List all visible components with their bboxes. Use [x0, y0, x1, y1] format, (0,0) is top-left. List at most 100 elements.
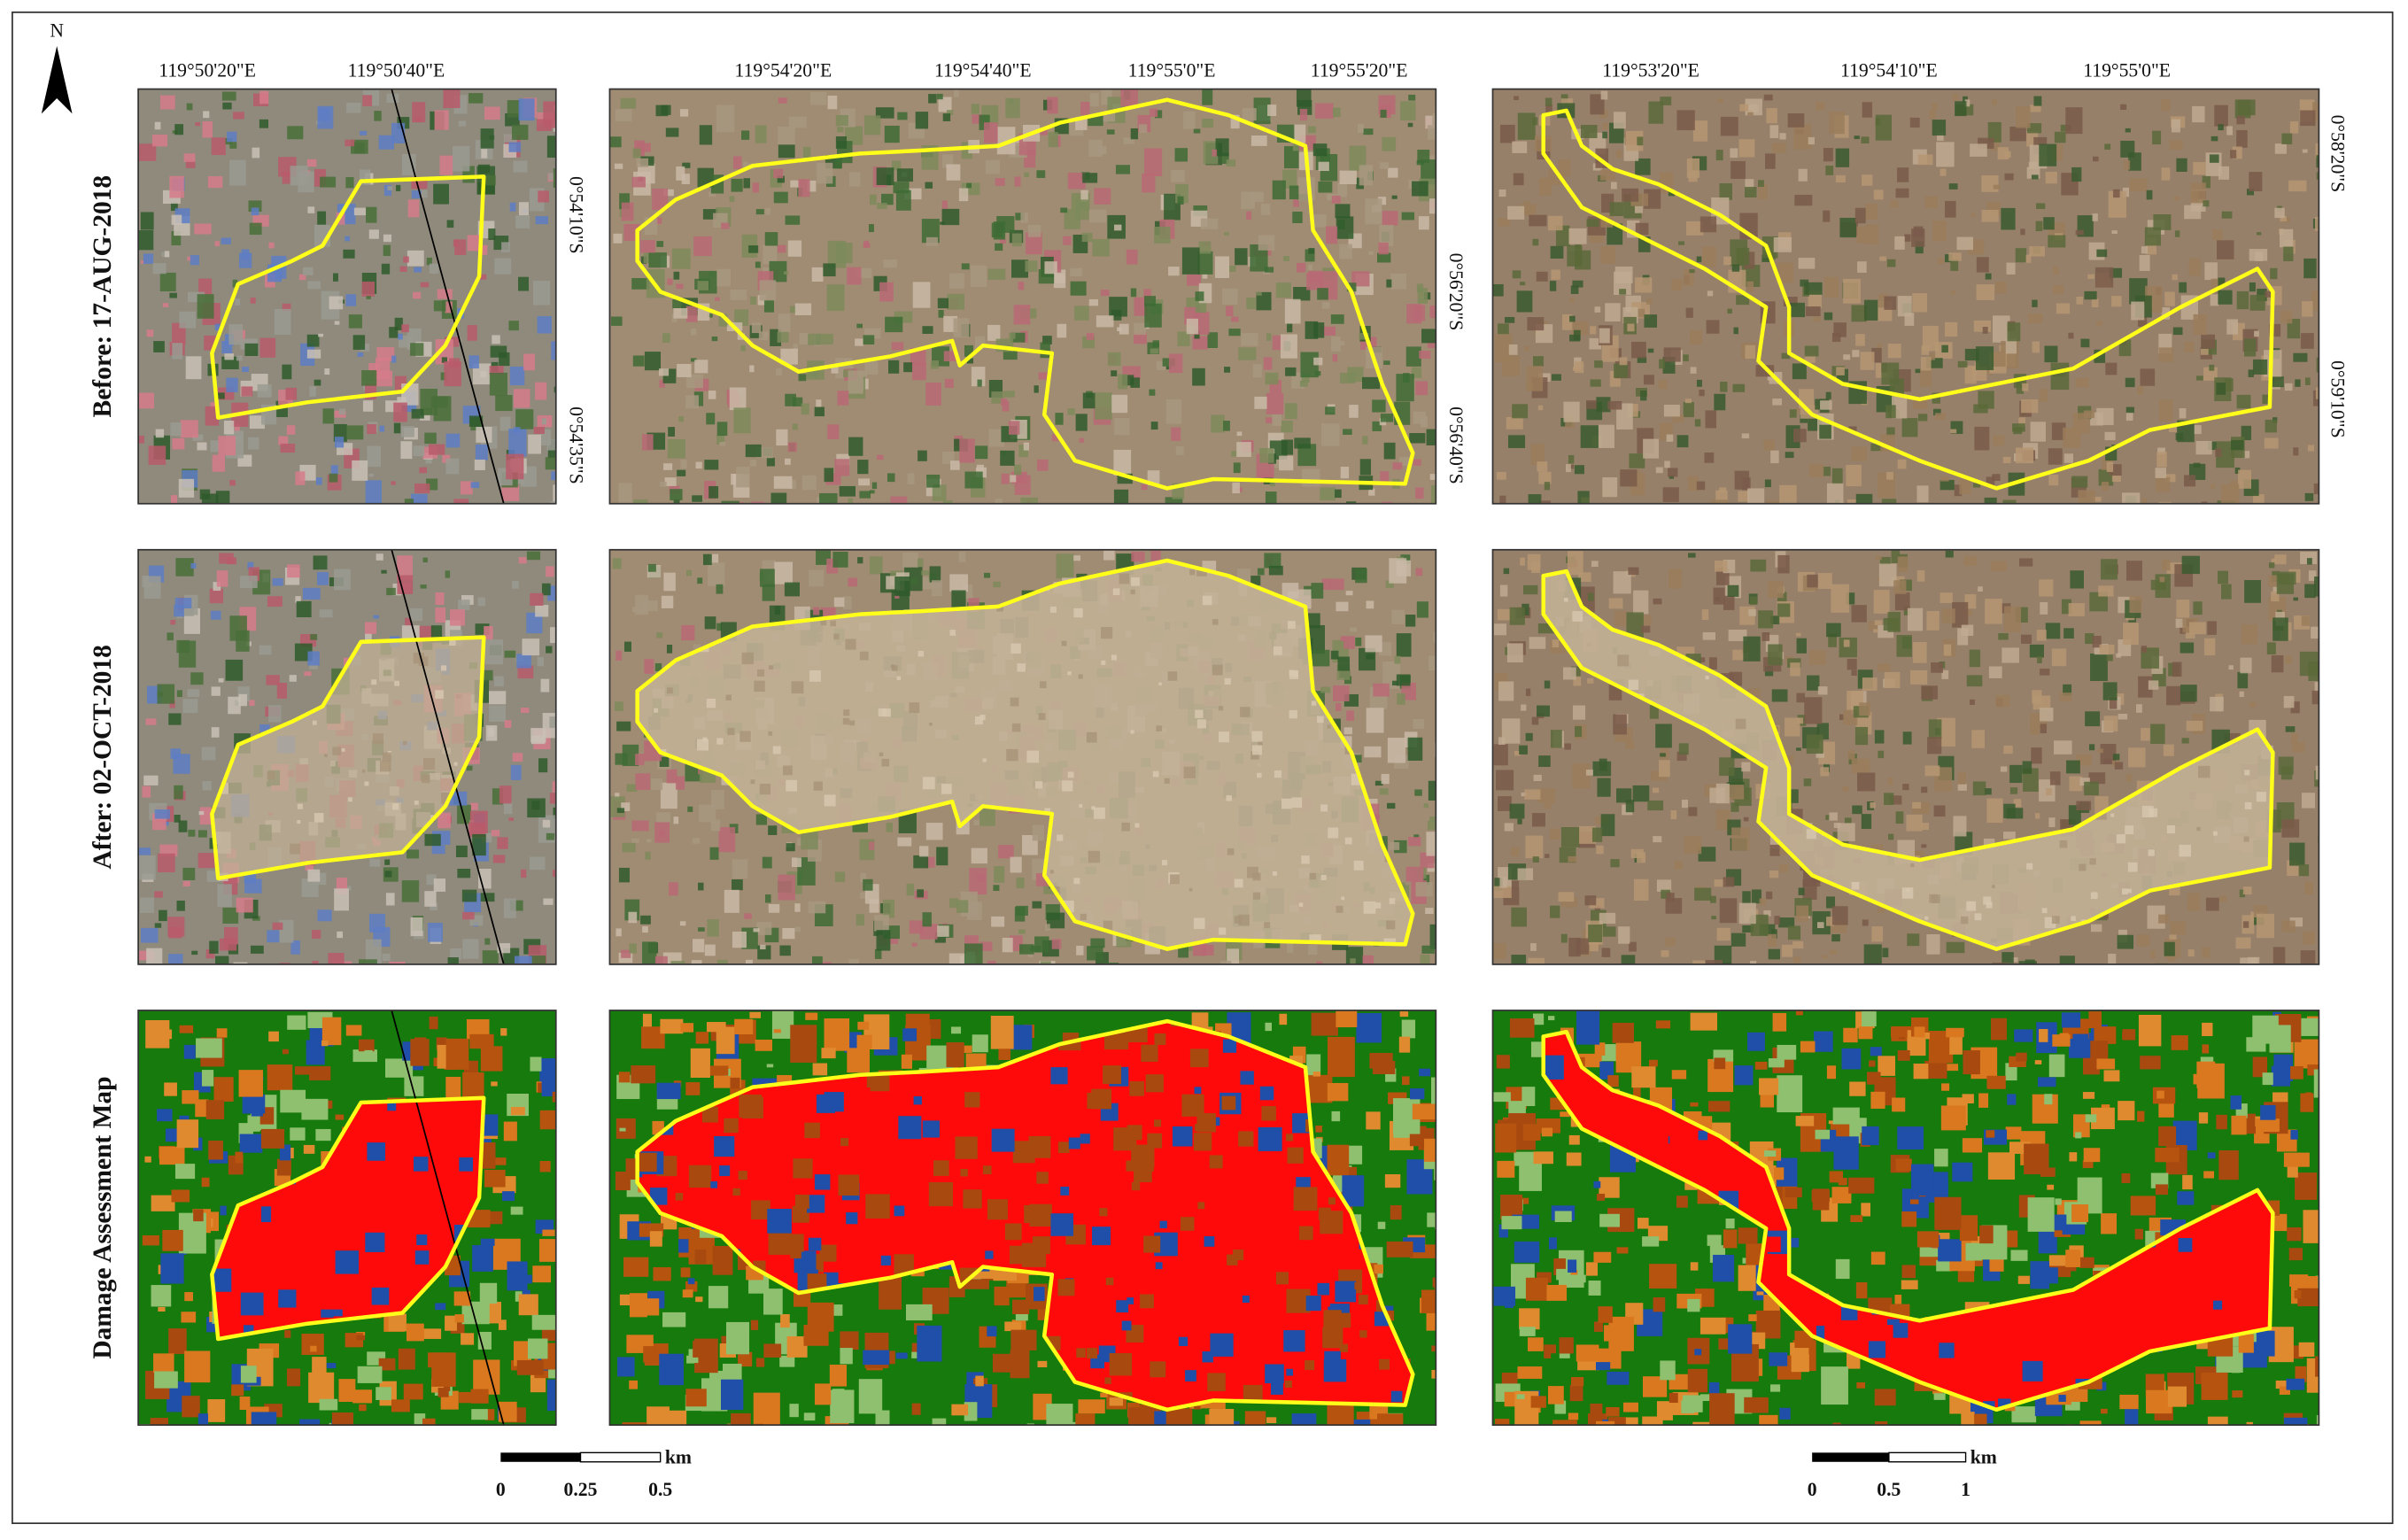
class-cell: [681, 1267, 691, 1277]
class-cell: [208, 1141, 223, 1159]
class-cell: [857, 1022, 869, 1030]
imagery-texture: [174, 124, 183, 135]
class-cell: [763, 1343, 781, 1358]
imagery-texture: [748, 245, 758, 253]
debris-texture: [716, 738, 723, 744]
imagery-texture: [1664, 460, 1669, 468]
imagery-texture: [2096, 250, 2107, 258]
imagery-texture: [698, 927, 705, 932]
imagery-texture: [424, 433, 437, 444]
imagery-texture: [1337, 657, 1350, 671]
imagery-texture: [1770, 451, 1779, 463]
imagery-texture: [1269, 566, 1283, 576]
imagery-texture: [366, 207, 376, 223]
imagery-texture: [334, 569, 351, 591]
imagery-texture: [785, 459, 791, 465]
imagery-texture: [918, 559, 923, 567]
imagery-texture: [1372, 399, 1385, 412]
damage-cell: [356, 1194, 375, 1212]
imagery-texture: [1142, 484, 1148, 490]
imagery-texture: [1360, 459, 1371, 475]
imagery-texture: [236, 631, 249, 652]
imagery-texture: [897, 112, 907, 120]
damage-cell: [840, 1138, 848, 1146]
imagery-texture: [352, 460, 368, 481]
imagery-texture: [756, 814, 767, 824]
damage-cell: [1323, 1310, 1341, 1327]
imagery-texture: [1212, 150, 1217, 157]
imagery-texture: [1397, 693, 1405, 705]
imagery-texture: [1289, 186, 1298, 200]
debris-texture: [1235, 879, 1243, 888]
imagery-texture: [2216, 383, 2226, 395]
class-cell: [491, 1081, 497, 1086]
imagery-texture: [1298, 177, 1315, 200]
imagery-texture: [1697, 482, 1705, 491]
class-cell: [301, 1099, 328, 1120]
imagery-texture: [1312, 583, 1324, 599]
imagery-texture: [258, 384, 272, 398]
imagery-texture: [1350, 627, 1357, 631]
imagery-texture: [642, 941, 656, 963]
imagery-texture: [514, 427, 521, 433]
imagery-texture: [470, 811, 488, 833]
class-cell: [902, 1028, 917, 1041]
imagery-texture: [1019, 944, 1034, 954]
imagery-texture: [2001, 208, 2015, 230]
imagery-texture: [1799, 258, 1816, 268]
imagery-texture: [493, 855, 506, 863]
imagery-texture: [2249, 282, 2256, 291]
damage-cell: [1222, 1096, 1236, 1111]
imagery-texture: [1119, 324, 1129, 335]
damage-cell: [815, 1174, 830, 1189]
damage-cell: [985, 1250, 993, 1258]
imagery-texture: [1154, 227, 1170, 244]
class-cell: [301, 1334, 323, 1355]
imagery-texture: [1855, 334, 1865, 346]
imagery-texture: [295, 471, 305, 484]
class-cell: [184, 1350, 210, 1382]
imagery-texture: [273, 923, 283, 930]
imagery-texture: [1820, 400, 1832, 409]
imagery-texture: [786, 215, 801, 224]
imagery-texture: [1187, 275, 1201, 286]
imagery-texture: [674, 816, 679, 824]
class-cell: [338, 1379, 355, 1402]
imagery-texture: [1566, 464, 1571, 472]
imagery-texture: [426, 460, 432, 464]
imagery-texture: [864, 115, 880, 135]
imagery-texture: [318, 334, 323, 337]
imagery-texture: [1676, 110, 1694, 130]
imagery-texture: [1313, 358, 1322, 366]
debris-texture: [403, 741, 406, 745]
imagery-texture: [198, 830, 207, 837]
damage-cell: [1238, 1131, 1253, 1146]
imagery-texture: [2003, 457, 2011, 463]
imagery-texture: [172, 215, 182, 225]
imagery-texture: [534, 427, 545, 434]
imagery-texture: [515, 215, 530, 228]
imagery-texture: [637, 159, 649, 167]
damage-cell: [795, 1195, 809, 1209]
imagery-texture: [182, 868, 195, 880]
imagery-texture: [285, 388, 297, 400]
debris-texture: [1253, 893, 1260, 900]
damage-cell: [1335, 1281, 1356, 1303]
imagery-texture: [916, 112, 928, 128]
damage-cell: [276, 1252, 287, 1263]
damage-cell: [224, 1296, 236, 1308]
imagery-texture: [521, 870, 526, 878]
imagery-texture: [2214, 105, 2228, 127]
imagery-texture: [401, 426, 414, 437]
imagery-texture: [827, 284, 845, 311]
class-cell: [685, 1389, 706, 1406]
imagery-texture: [1364, 747, 1381, 757]
imagery-texture: [217, 570, 228, 586]
imagery-texture: [1107, 129, 1115, 135]
imagery-texture: [490, 373, 507, 396]
imagery-texture: [1995, 282, 2007, 294]
imagery-texture: [181, 420, 198, 437]
debris-texture: [1327, 724, 1330, 728]
imagery-texture: [166, 632, 173, 640]
damage-cell: [367, 1142, 385, 1161]
